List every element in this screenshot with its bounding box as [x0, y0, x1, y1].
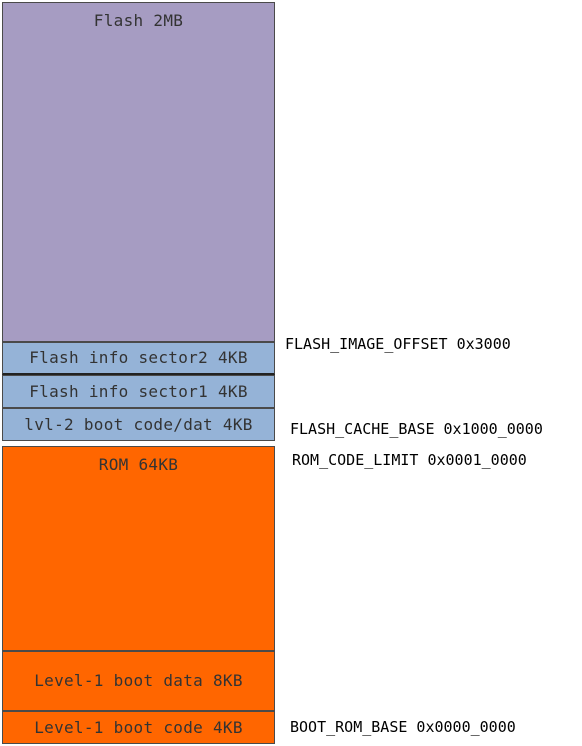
flash-info-sector2-region: Flash info sector2 4KB	[2, 342, 275, 375]
flash-cache-base-address: FLASH_CACHE_BASE 0x1000_0000	[290, 422, 543, 437]
level1-boot-data-label: Level-1 boot data 8KB	[34, 673, 243, 689]
flash-info-sector2-label: Flash info sector2 4KB	[29, 350, 248, 366]
rom-code-limit-address: ROM_CODE_LIMIT 0x0001_0000	[292, 453, 527, 468]
level1-boot-code-region: Level-1 boot code 4KB	[2, 711, 275, 744]
flash-info-sector1-region: Flash info sector1 4KB	[2, 375, 275, 408]
rom-region-label: ROM 64KB	[99, 457, 178, 473]
lvl2-boot-label: lvl-2 boot code/dat 4KB	[24, 417, 252, 433]
level1-boot-code-label: Level-1 boot code 4KB	[34, 720, 243, 736]
flash-region: Flash 2MB	[2, 2, 275, 342]
flash-region-label: Flash 2MB	[94, 13, 183, 29]
boot-rom-base-address: BOOT_ROM_BASE 0x0000_0000	[290, 720, 516, 735]
level1-boot-data-region: Level-1 boot data 8KB	[2, 651, 275, 711]
flash-info-sector1-label: Flash info sector1 4KB	[29, 384, 248, 400]
flash-image-offset-address: FLASH_IMAGE_OFFSET 0x3000	[285, 337, 511, 352]
rom-region: ROM 64KB	[2, 446, 275, 651]
lvl2-boot-region: lvl-2 boot code/dat 4KB	[2, 408, 275, 441]
